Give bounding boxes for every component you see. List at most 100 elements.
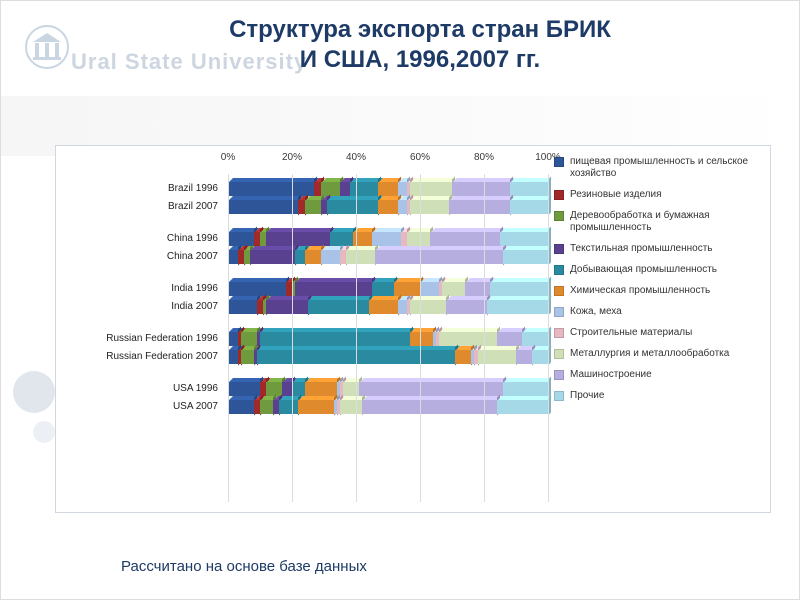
gridline <box>228 174 229 502</box>
category-label: USA 1996 <box>173 383 218 394</box>
bar-segment <box>295 250 305 264</box>
footnote: Рассчитано на основе базе данных <box>121 558 367 575</box>
gridline <box>420 174 421 502</box>
legend-item: Строительные материалы <box>554 327 762 339</box>
legend-label: Текстильная промышленность <box>570 243 713 255</box>
bar-segment <box>359 382 503 396</box>
legend-swatch <box>554 370 564 380</box>
bar-segment <box>455 350 471 364</box>
legend-swatch <box>554 157 564 167</box>
legend-swatch <box>554 286 564 296</box>
bar-segment <box>250 250 295 264</box>
stacked-bar <box>228 282 548 296</box>
legend-label: Строительные материалы <box>570 327 692 339</box>
legend-label: Резиновые изделия <box>570 189 662 201</box>
stacked-bar <box>228 200 548 214</box>
bar-segment <box>497 400 548 414</box>
x-tick: 0% <box>221 152 235 163</box>
stacked-bar <box>228 182 548 196</box>
bar-segment <box>327 200 378 214</box>
category-label: India 1996 <box>171 283 218 294</box>
bar-segment <box>340 182 350 196</box>
legend-swatch <box>554 190 564 200</box>
bar-segment <box>490 282 548 296</box>
bar-segment <box>228 350 238 364</box>
bar-segment <box>305 382 337 396</box>
bar-segment <box>503 382 548 396</box>
institution-logo-icon <box>25 25 69 69</box>
bar-segment <box>398 200 408 214</box>
bar-segment <box>516 350 532 364</box>
slide: Ural State University Структура экспорта… <box>0 0 800 600</box>
bar-segment <box>282 382 292 396</box>
legend-item: Кожа, меха <box>554 306 762 318</box>
legend-swatch <box>554 244 564 254</box>
stacked-bar <box>228 382 548 396</box>
legend-item: Машиностроение <box>554 369 762 381</box>
bar-segment <box>350 182 379 196</box>
bar-segment <box>346 250 375 264</box>
bar-segment <box>228 282 286 296</box>
chart-legend: пищевая промышленность и сельское хозяйс… <box>554 156 762 502</box>
legend-label: Деревообработка и бумажная промышленност… <box>570 210 762 234</box>
bar-segment <box>228 332 238 346</box>
legend-item: Металлургия и металлообработка <box>554 348 762 360</box>
slide-title: Структура экспорта стран БРИК И США, 199… <box>71 15 769 75</box>
category-label: China 1996 <box>167 233 218 244</box>
category-label: Brazil 2007 <box>168 201 218 212</box>
bar-segment <box>321 250 340 264</box>
y-axis-labels: Brazil 1996Brazil 2007China 1996China 20… <box>56 176 224 502</box>
legend-item: Добывающая промышленность <box>554 264 762 276</box>
bar-segment <box>305 250 321 264</box>
bar-segment <box>228 400 254 414</box>
bar-segment <box>228 250 238 264</box>
bar-segment <box>410 182 452 196</box>
category-label: USA 2007 <box>173 401 218 412</box>
legend-swatch <box>554 349 564 359</box>
category-label: Russian Federation 2007 <box>106 351 218 362</box>
bar-segment <box>298 400 333 414</box>
legend-label: Кожа, меха <box>570 306 622 318</box>
x-tick: 40% <box>346 152 366 163</box>
bar-segment <box>305 200 321 214</box>
export-structure-chart: 0%20%40%60%80%100% Brazil 1996Brazil 200… <box>55 145 771 513</box>
bar-segment <box>362 400 496 414</box>
legend-swatch <box>554 265 564 275</box>
category-label: Russian Federation 1996 <box>106 333 218 344</box>
bar-segment <box>266 232 330 246</box>
bar-segment <box>260 332 410 346</box>
bar-segment <box>369 300 398 314</box>
bar-segment <box>295 282 372 296</box>
legend-item: Текстильная промышленность <box>554 243 762 255</box>
stacked-bar <box>228 332 548 346</box>
bar-segment <box>292 382 305 396</box>
bar-segment <box>241 350 254 364</box>
legend-label: Химическая промышленность <box>570 285 710 297</box>
legend-swatch <box>554 328 564 338</box>
bar-segment <box>410 200 448 214</box>
bar-segment <box>372 232 401 246</box>
bar-segment <box>340 400 362 414</box>
gridline <box>548 174 549 502</box>
legend-item: Деревообработка и бумажная промышленност… <box>554 210 762 234</box>
legend-label: Прочие <box>570 390 604 402</box>
bar-segment <box>330 232 352 246</box>
gridline <box>356 174 357 502</box>
legend-item: Прочие <box>554 390 762 402</box>
bar-segment <box>228 382 260 396</box>
bar-segment <box>372 282 394 296</box>
legend-label: пищевая промышленность и сельское хозяйс… <box>570 156 762 180</box>
bar-segment <box>510 200 548 214</box>
bar-segment <box>522 332 548 346</box>
bar-segment <box>378 200 397 214</box>
bar-segment <box>228 200 298 214</box>
bar-segment <box>449 200 510 214</box>
stacked-bar <box>228 400 548 414</box>
x-tick: 80% <box>474 152 494 163</box>
bar-segment <box>452 182 510 196</box>
x-tick: 60% <box>410 152 430 163</box>
category-label: Brazil 1996 <box>168 183 218 194</box>
bar-segment <box>394 282 420 296</box>
legend-item: Резиновые изделия <box>554 189 762 201</box>
bar-segment <box>532 350 548 364</box>
